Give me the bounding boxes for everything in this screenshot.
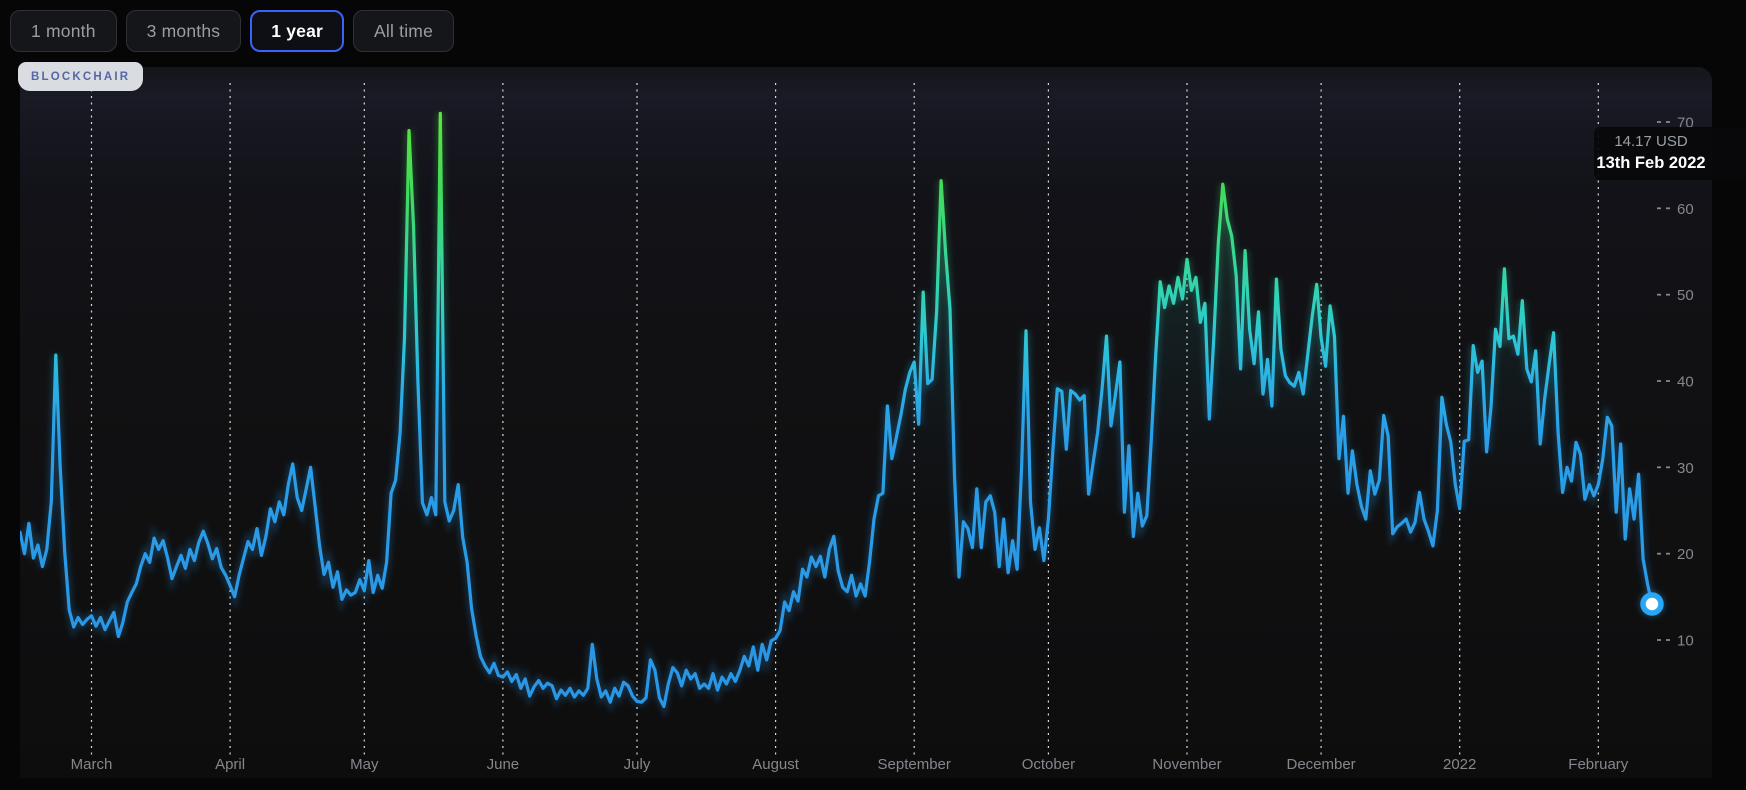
svg-text:2022: 2022: [1443, 756, 1476, 773]
price-line-chart[interactable]: March April May June July August September Octo…: [20, 67, 1712, 778]
svg-text:October: October: [1022, 756, 1075, 773]
range-button-1-month[interactable]: 1 month: [10, 10, 117, 52]
svg-text:30: 30: [1677, 460, 1694, 477]
svg-text:50: 50: [1677, 287, 1694, 304]
svg-text:August: August: [752, 756, 800, 773]
svg-text:June: June: [487, 756, 520, 773]
svg-text:December: December: [1286, 756, 1355, 773]
time-range-selector: 1 month 3 months 1 year All time: [10, 10, 455, 52]
svg-text:40: 40: [1677, 374, 1694, 391]
svg-text:March: March: [71, 756, 113, 773]
svg-text:July: July: [624, 756, 651, 773]
blockchair-watermark: BLOCKCHAIR: [18, 62, 144, 91]
chart-panel: March April May June July August September Octo…: [18, 62, 1712, 778]
svg-text:May: May: [350, 756, 379, 773]
tooltip-date: 13th Feb 2022: [1596, 154, 1706, 172]
svg-text:April: April: [215, 756, 245, 773]
chart-tooltip: 14.17 USD 13th Feb 2022: [1594, 127, 1746, 180]
svg-text:November: November: [1152, 756, 1221, 773]
range-button-3-months[interactable]: 3 months: [125, 10, 242, 52]
svg-text:February: February: [1568, 756, 1629, 773]
svg-text:20: 20: [1677, 546, 1694, 563]
tooltip-value: 14.17 USD: [1614, 133, 1688, 150]
svg-text:10: 10: [1677, 633, 1694, 650]
range-button-all-time[interactable]: All time: [353, 10, 455, 52]
range-button-1-year[interactable]: 1 year: [250, 10, 345, 52]
svg-text:60: 60: [1677, 201, 1694, 218]
svg-text:September: September: [878, 756, 951, 773]
